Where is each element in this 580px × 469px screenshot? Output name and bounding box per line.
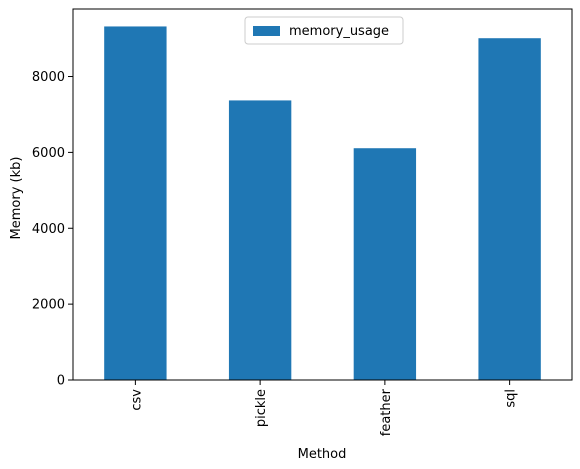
y-axis-title: Memory (kb) [9, 157, 24, 240]
bar-csv [104, 26, 167, 381]
x-tick-label: pickle [254, 389, 269, 427]
y-tick-label: 0 [57, 374, 65, 389]
legend: memory_usage [244, 16, 404, 45]
axes-layer [72, 8, 573, 381]
bar-pickle [228, 100, 292, 380]
plot-frame [72, 8, 573, 381]
y-tick-label: 4000 [32, 222, 65, 237]
legend-box [244, 16, 404, 45]
bar-sql [478, 38, 541, 381]
y-tick-label: 6000 [32, 146, 65, 161]
bar-feather [353, 148, 417, 380]
x-axis-title: Method [298, 447, 347, 462]
legend-label: memory_usage [289, 24, 389, 39]
legend-swatch [253, 26, 280, 36]
y-tick-label: 8000 [32, 70, 65, 85]
ticks-layer: csv pickle feather sql 0 2000 4000 6000 8000 [32, 70, 519, 436]
x-tick-label: sql [504, 389, 519, 408]
y-tick-label: 2000 [32, 298, 65, 313]
x-tick-label: csv [129, 389, 144, 411]
x-tick-label: feather [379, 388, 394, 436]
bars-layer [104, 26, 541, 381]
